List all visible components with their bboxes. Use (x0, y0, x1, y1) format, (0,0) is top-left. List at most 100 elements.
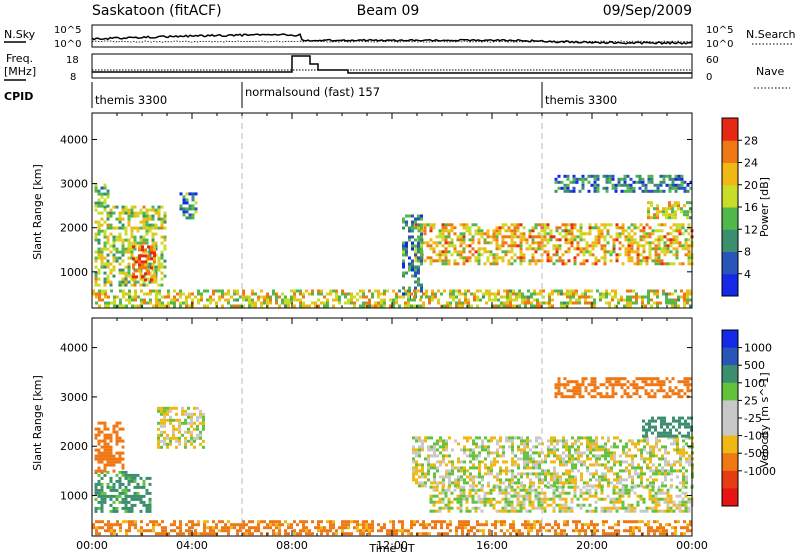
scatter-cell-3 (619, 460, 622, 464)
noise-left-top: 10^5 (54, 25, 81, 36)
scatter-cell-4 (444, 235, 448, 239)
scatter-cell-2 (160, 421, 163, 425)
scatter-cell-5 (668, 183, 672, 187)
scatter-cell-4 (486, 250, 490, 254)
scatter-cell-8 (242, 292, 245, 296)
scatter-cell-4 (630, 259, 634, 263)
scatter-cell-8 (167, 289, 170, 293)
scatter-cell-8 (653, 301, 656, 305)
scatter-cell-4 (492, 238, 496, 242)
scatter-cell-8 (392, 304, 395, 308)
scatter-cell-4 (501, 259, 505, 263)
scatter-cell-7 (617, 529, 620, 533)
scatter-cell-7 (203, 526, 206, 530)
scatter-cell-8 (428, 295, 431, 299)
scatter-cell-3 (466, 481, 469, 485)
scatter-cell-4 (441, 488, 445, 492)
scatter-cell-8 (563, 301, 566, 305)
scatter-cell-4 (483, 247, 487, 251)
scatter-cell-3 (469, 448, 472, 452)
scatter-cell-0 (151, 232, 155, 236)
scatter-cell-0 (154, 211, 158, 215)
scatter-cell-3 (418, 448, 421, 452)
scatter-cell-1 (115, 424, 119, 428)
scatter-cell-0 (136, 214, 140, 218)
scatter-cell-4 (582, 497, 586, 501)
scatter-cell-8 (299, 289, 302, 293)
scatter-cell-8 (155, 289, 158, 293)
scatter-cell-1 (144, 248, 147, 252)
scatter-cell-7 (332, 520, 335, 524)
scatter-cell-3 (499, 478, 502, 482)
scatter-cell-4 (474, 488, 478, 492)
scatter-cell-4 (627, 494, 631, 498)
scatter-cell-2 (160, 439, 163, 443)
scatter-cell-4 (432, 226, 436, 230)
scatter-cell-8 (173, 304, 176, 308)
scatter-cell-0 (103, 256, 107, 260)
scatter-cell-2 (184, 439, 187, 443)
scatter-cell-4 (660, 247, 664, 251)
scatter-cell-0 (112, 500, 116, 504)
scatter-cell-7 (296, 523, 299, 527)
scatter-cell-2 (103, 198, 107, 202)
scatter-cell-8 (485, 289, 488, 293)
scatter-cell-8 (179, 301, 182, 305)
scatter-cell-4 (594, 238, 598, 242)
scatter-cell-3 (547, 448, 550, 452)
scatter-cell-6 (656, 389, 660, 393)
scatter-cell-8 (353, 295, 356, 299)
scatter-cell-3 (586, 457, 589, 461)
y-tick-label: 1000 (60, 266, 88, 279)
scatter-cell-0 (130, 232, 134, 236)
scatter-cell-4 (654, 497, 658, 501)
scatter-cell-3 (445, 439, 448, 443)
scatter-cell-4 (630, 488, 634, 492)
scatter-cell-3 (499, 469, 502, 473)
scatter-cell-3 (487, 481, 490, 485)
scatter-cell-7 (329, 529, 332, 533)
scatter-cell-7 (233, 523, 236, 527)
scatter-cell-4 (519, 262, 523, 266)
scatter-cell-4 (639, 235, 643, 239)
scatter-cell-0 (124, 271, 128, 275)
scatter-cell-8 (173, 289, 176, 293)
scatter-cell-5 (614, 183, 618, 187)
scatter-cell-4 (606, 506, 610, 510)
scatter-cell-4 (510, 256, 514, 260)
scatter-cell-8 (320, 301, 323, 305)
scatter-cell-8 (233, 298, 236, 302)
scatter-cell-0 (139, 500, 143, 504)
scatter-cell-0 (148, 491, 152, 495)
scatter-cell-4 (468, 250, 472, 254)
scatter-cell-1 (150, 251, 153, 255)
scatter-cell-4 (462, 223, 466, 227)
scatter-cell-3 (538, 460, 541, 464)
scatter-cell-7 (230, 526, 233, 530)
scatter-cell-2 (175, 412, 178, 416)
scatter-cell-7 (224, 526, 227, 530)
scatter-cell-8 (122, 289, 125, 293)
scatter-cell-3 (505, 472, 508, 476)
scatter-cell-0 (124, 274, 128, 278)
scatter-cell-8 (524, 295, 527, 299)
scatter-cell-3 (412, 478, 415, 482)
scatter-cell-7 (497, 520, 500, 524)
scatter-cell-4 (654, 494, 658, 498)
scatter-cell-6 (575, 389, 579, 393)
scatter-cell-4 (468, 491, 472, 495)
scatter-cell-8 (518, 295, 521, 299)
scatter-cell-0 (106, 253, 110, 257)
scatter-cell-7 (683, 526, 686, 530)
scatter-cell-1 (115, 436, 119, 440)
scatter-cell-7 (443, 520, 446, 524)
scatter-cell-4 (498, 226, 502, 230)
scatter-cell-4 (465, 500, 469, 504)
scatter-cell-5 (578, 189, 582, 193)
scatter-cell-8 (224, 292, 227, 296)
scatter-cell-4 (681, 226, 685, 230)
scatter-cell-8 (290, 289, 293, 293)
scatter-cell-4 (603, 238, 607, 242)
scatter-cell-0 (121, 205, 125, 209)
scatter-cell-2 (175, 445, 178, 449)
